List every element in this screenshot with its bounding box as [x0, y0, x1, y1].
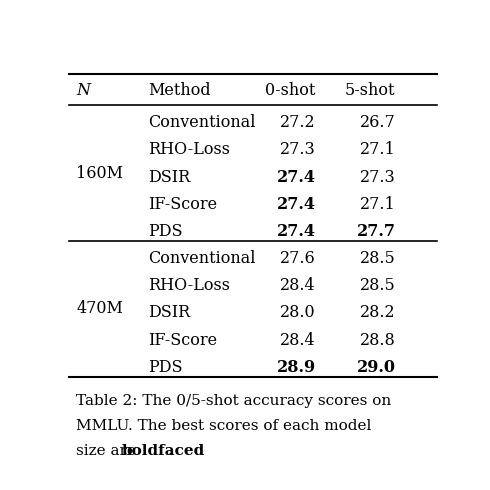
Text: Table 2: The 0/5-shot accuracy scores on: Table 2: The 0/5-shot accuracy scores on: [76, 394, 392, 408]
Text: size are: size are: [76, 444, 141, 458]
Text: DSIR: DSIR: [148, 169, 191, 186]
Text: Method: Method: [148, 82, 211, 98]
Text: 27.4: 27.4: [277, 169, 316, 186]
Text: N: N: [76, 82, 91, 98]
Text: 27.1: 27.1: [360, 142, 395, 158]
Text: RHO-Loss: RHO-Loss: [148, 277, 231, 294]
Text: PDS: PDS: [148, 223, 183, 240]
Text: 470M: 470M: [76, 300, 123, 318]
Text: Conventional: Conventional: [148, 114, 256, 131]
Text: 28.0: 28.0: [280, 304, 316, 321]
Text: 160M: 160M: [76, 165, 123, 182]
Text: 28.4: 28.4: [280, 277, 316, 294]
Text: IF-Score: IF-Score: [148, 332, 218, 348]
Text: MMLU. The best scores of each model: MMLU. The best scores of each model: [76, 419, 372, 433]
Text: 27.3: 27.3: [280, 142, 316, 158]
Text: 28.4: 28.4: [280, 332, 316, 348]
Text: 26.7: 26.7: [360, 114, 395, 131]
Text: 5-shot: 5-shot: [345, 82, 395, 98]
Text: 27.2: 27.2: [280, 114, 316, 131]
Text: DSIR: DSIR: [148, 304, 191, 321]
Text: 27.6: 27.6: [280, 250, 316, 267]
Text: 28.2: 28.2: [360, 304, 395, 321]
Text: RHO-Loss: RHO-Loss: [148, 142, 231, 158]
Text: 28.5: 28.5: [360, 277, 395, 294]
Text: 28.8: 28.8: [360, 332, 395, 348]
Text: 27.1: 27.1: [360, 196, 395, 213]
Text: IF-Score: IF-Score: [148, 196, 218, 213]
Text: .: .: [168, 444, 172, 458]
Text: 27.7: 27.7: [356, 223, 395, 240]
Text: PDS: PDS: [148, 359, 183, 376]
Text: boldfaced: boldfaced: [122, 444, 205, 458]
Text: 28.5: 28.5: [360, 250, 395, 267]
Text: 27.4: 27.4: [277, 223, 316, 240]
Text: 0-shot: 0-shot: [265, 82, 316, 98]
Text: 27.3: 27.3: [360, 169, 395, 186]
Text: Conventional: Conventional: [148, 250, 256, 267]
Text: 28.9: 28.9: [276, 359, 316, 376]
Text: 29.0: 29.0: [356, 359, 395, 376]
Text: 27.4: 27.4: [277, 196, 316, 213]
